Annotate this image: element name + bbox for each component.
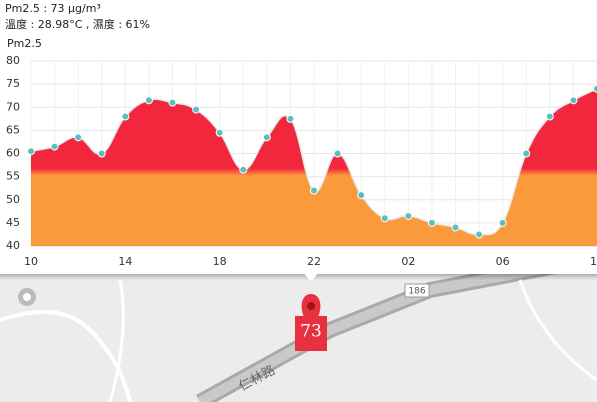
data-point (50, 142, 59, 151)
data-point (27, 147, 35, 156)
y-tick-label: 55 (6, 170, 20, 183)
data-point (262, 133, 271, 142)
data-point (239, 165, 248, 174)
data-point (522, 149, 531, 158)
header-line: 溫度 : 28.98°C , 濕度 : 61% (5, 17, 150, 31)
minor-road (0, 310, 132, 402)
data-point (475, 230, 484, 239)
y-tick-label: 40 (6, 239, 20, 252)
map-poi-dot (23, 293, 31, 301)
data-point (215, 128, 224, 137)
x-tick-label: 10 (24, 255, 38, 268)
x-tick-label: 18 (213, 255, 227, 268)
data-point (310, 186, 318, 195)
chart-panel: Pm2.5 : 73 μg/m³ 溫度 : 28.98°C , 濕度 : 61%… (0, 0, 597, 280)
data-point (121, 112, 130, 121)
data-point (427, 218, 436, 227)
x-tick-label: 06 (496, 255, 510, 268)
data-point (451, 223, 460, 232)
road-number: 186 (408, 287, 425, 297)
road-shield (404, 283, 430, 298)
data-point (404, 211, 413, 220)
x-tick-label: 14 (118, 255, 132, 268)
x-tick-label: 10 (590, 255, 597, 268)
map-marker-dot (307, 302, 315, 310)
y-tick-label: 45 (6, 216, 20, 229)
data-point (545, 112, 554, 121)
y-tick-label: 50 (6, 193, 20, 206)
data-point (333, 149, 342, 158)
data-point (168, 98, 177, 107)
minor-road (108, 279, 125, 402)
data-point (97, 149, 106, 158)
y-tick-label: 75 (6, 77, 20, 90)
x-tick-label: 22 (307, 255, 321, 268)
data-point (498, 218, 507, 227)
y-tick-label: 65 (6, 123, 20, 136)
data-point (380, 214, 389, 223)
area (31, 88, 597, 246)
y-tick-label: 70 (6, 100, 20, 113)
data-point (74, 133, 83, 142)
data-point (357, 191, 366, 200)
panel-pointer (303, 272, 319, 280)
data-point (286, 114, 295, 123)
data-point (569, 96, 578, 105)
map-marker-box[interactable] (295, 316, 327, 351)
data-point (593, 84, 597, 93)
data-point (144, 96, 153, 105)
x-tick-label: 02 (401, 255, 415, 268)
chart-title: Pm2.5 (7, 37, 42, 50)
minor-road (518, 279, 597, 382)
data-point (192, 105, 201, 114)
header-line: Pm2.5 : 73 μg/m³ (5, 2, 101, 15)
map-marker-label: 73 (300, 322, 322, 342)
y-tick-label: 60 (6, 147, 20, 160)
y-tick-label: 80 (6, 54, 20, 67)
